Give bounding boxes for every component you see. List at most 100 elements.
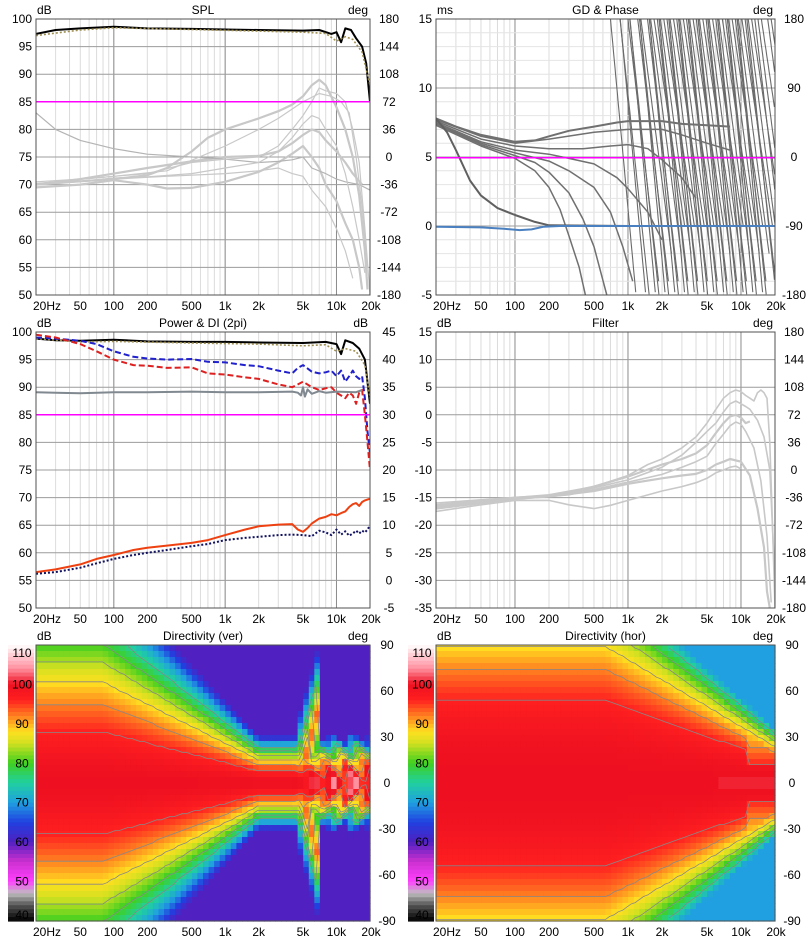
- heatmap-cell: [337, 867, 343, 874]
- y-tick-label: 85: [19, 408, 33, 422]
- heatmap-cell: [526, 879, 532, 886]
- heatmap-cell: [287, 681, 293, 688]
- heatmap-cell: [464, 801, 470, 808]
- heatmap-cell: [487, 819, 493, 826]
- heatmap-cell: [214, 843, 220, 850]
- heatmap-cell: [42, 825, 48, 832]
- heatmap-cell: [259, 867, 265, 874]
- heatmap-cell: [314, 843, 320, 850]
- heatmap-cell: [639, 783, 645, 790]
- heatmap-cell: [348, 777, 354, 784]
- heatmap-cell: [521, 813, 527, 820]
- heatmap-cell: [203, 735, 209, 742]
- heatmap-cell: [236, 795, 242, 802]
- heatmap-cell: [459, 897, 465, 904]
- heatmap-cell: [64, 849, 70, 856]
- heatmap-cell: [108, 723, 114, 730]
- heatmap-cell: [560, 723, 566, 730]
- heatmap-cell: [583, 759, 589, 766]
- heatmap-cell: [566, 861, 572, 868]
- heatmap-cell: [259, 849, 265, 856]
- x-tick-label: 100: [104, 612, 124, 626]
- heatmap-cell: [498, 861, 504, 868]
- heatmap-cell: [560, 807, 566, 814]
- heatmap-cell: [611, 849, 617, 856]
- heatmap-cell: [353, 693, 359, 700]
- heatmap-cell: [487, 789, 493, 796]
- heatmap-cell: [159, 789, 165, 796]
- heatmap-cell: [170, 645, 176, 652]
- heatmap-cell: [549, 747, 555, 754]
- heatmap-cell: [600, 687, 606, 694]
- colorbar-segment: [8, 893, 34, 898]
- heatmap-cell: [326, 873, 332, 880]
- heatmap-cell: [572, 843, 578, 850]
- heatmap-cell: [583, 717, 589, 724]
- heatmap-cell: [566, 897, 572, 904]
- heatmap-cell: [515, 669, 521, 676]
- heatmap-cell: [242, 711, 248, 718]
- heatmap-cell: [47, 909, 53, 916]
- heatmap-cell: [242, 681, 248, 688]
- heatmap-cell: [493, 897, 499, 904]
- heatmap-cell: [108, 753, 114, 760]
- heatmap-cell: [526, 717, 532, 724]
- heatmap-cell: [337, 873, 343, 880]
- heatmap-cell: [75, 747, 81, 754]
- heatmap-cell: [203, 675, 209, 682]
- heatmap-cell: [628, 759, 634, 766]
- heatmap-cell: [114, 723, 120, 730]
- heatmap-cell: [331, 645, 337, 652]
- heatmap-cell: [114, 861, 120, 868]
- heatmap-cell: [611, 741, 617, 748]
- heatmap-cell: [131, 813, 137, 820]
- heatmap-cell: [92, 807, 98, 814]
- heatmap-cell: [58, 687, 64, 694]
- heatmap-cell: [331, 783, 337, 790]
- heatmap-cell: [498, 789, 504, 796]
- x-tick-label: 500: [182, 612, 202, 626]
- heatmap-cell: [236, 843, 242, 850]
- heatmap-cell: [594, 831, 600, 838]
- heatmap-cell: [81, 747, 87, 754]
- heatmap-cell: [42, 885, 48, 892]
- heatmap-cell: [436, 693, 442, 700]
- heatmap-cell: [459, 741, 465, 748]
- heatmap-cell: [498, 705, 504, 712]
- heatmap-cell: [555, 813, 561, 820]
- heatmap-cell: [186, 891, 192, 898]
- heatmap-cell: [498, 681, 504, 688]
- heatmap-cell: [270, 651, 276, 658]
- x-tick-label: 20Hz: [33, 925, 61, 939]
- heatmap-cell: [86, 675, 92, 682]
- heatmap-cell: [292, 723, 298, 730]
- heatmap-cell: [337, 837, 343, 844]
- heatmap-cell: [69, 645, 75, 652]
- heatmap-cell: [348, 651, 354, 658]
- heatmap-cell: [64, 795, 70, 802]
- heatmap-cell: [231, 687, 237, 694]
- heatmap-cell: [532, 663, 538, 670]
- heatmap-cell: [577, 645, 583, 652]
- heatmap-cell: [53, 801, 59, 808]
- heatmap-cell: [493, 813, 499, 820]
- heatmap-cell: [236, 693, 242, 700]
- heatmap-cell: [92, 849, 98, 856]
- x-tick-label: 100: [505, 299, 525, 313]
- heatmap-cell: [447, 903, 453, 910]
- heatmap-cell: [236, 909, 242, 916]
- heatmap-cell: [487, 873, 493, 880]
- heatmap-cell: [186, 651, 192, 658]
- colorbar-tick-label: 80: [15, 756, 29, 770]
- heatmap-cell: [459, 675, 465, 682]
- heatmap-cell: [159, 801, 165, 808]
- heatmap-cell: [125, 705, 131, 712]
- heatmap-cell: [436, 675, 442, 682]
- heatmap-cell: [159, 759, 165, 766]
- heatmap-cell: [69, 651, 75, 658]
- y-tick-label: 100: [12, 12, 32, 26]
- heatmap-cell: [298, 897, 304, 904]
- heatmap-cell: [209, 747, 215, 754]
- heatmap-cell: [42, 879, 48, 886]
- heatmap-cell: [526, 669, 532, 676]
